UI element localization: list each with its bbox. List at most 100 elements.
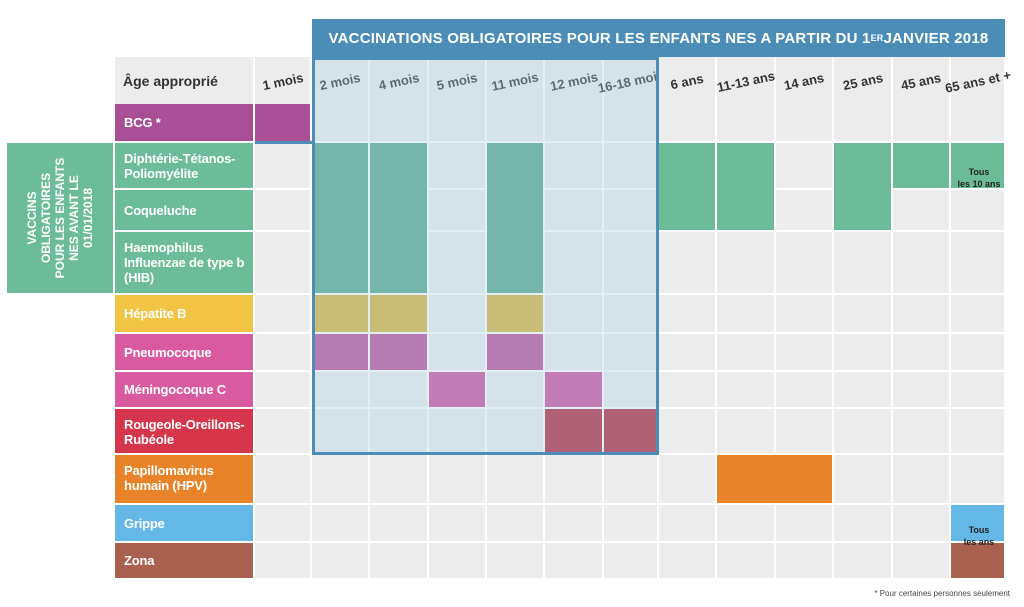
age-header: Âge approprié — [115, 57, 253, 104]
side-label-line: NES AVANT LE — [67, 175, 81, 261]
vaccine-label-text: Coqueluche — [124, 202, 197, 218]
grid-cell — [429, 232, 485, 293]
grid-cell — [834, 455, 891, 503]
vaccine-label: Rougeole-Oreillons- Rubéole — [115, 409, 253, 453]
grid-cell — [659, 334, 715, 370]
side-label-line: 01/01/2018 — [81, 187, 95, 249]
vaccine-label-text: Pneumocoque — [124, 344, 212, 360]
dtp-dose — [659, 143, 715, 230]
grid-cell — [429, 543, 485, 578]
vaccine-label: Haemophilus Influenzae de type b (HIB) — [115, 232, 253, 293]
age-header-cell — [255, 57, 310, 104]
grid-cell — [312, 409, 368, 453]
grid-cell — [604, 143, 657, 188]
grid-cell — [951, 409, 1004, 453]
grid-cell — [951, 104, 1004, 141]
grid-cell — [951, 295, 1004, 332]
grid-cell — [893, 232, 949, 293]
note-dtp-text: Tous les 10 ans — [957, 167, 1001, 189]
dtp-dose — [312, 143, 368, 293]
grid-cell — [659, 104, 715, 141]
note-grippe-every-year: Tous les ans — [953, 512, 1005, 548]
age-header-label: Âge approprié — [123, 72, 218, 89]
side-label-box: VACCINS OBLIGATOIRES POUR LES ENFANTS NE… — [7, 143, 113, 293]
grid-cell — [659, 409, 715, 453]
grid-cell — [604, 455, 657, 503]
grid-cell — [255, 409, 310, 453]
vaccine-label: Coqueluche — [115, 190, 253, 230]
grid-cell — [545, 104, 602, 141]
vaccine-label-text: Méningocoque C — [124, 382, 226, 397]
grid-cell — [487, 409, 543, 453]
banner-title-end: JANVIER 2018 — [883, 29, 989, 47]
grid-cell — [659, 295, 715, 332]
grid-cell — [255, 455, 310, 503]
grid-cell — [604, 190, 657, 230]
vaccine-label: Pneumocoque — [115, 334, 253, 370]
grid-cell — [487, 505, 543, 541]
side-label-line: POUR LES ENFANTS — [53, 157, 67, 279]
dtp-dose — [717, 143, 774, 230]
grid-cell — [545, 505, 602, 541]
grid-cell — [659, 232, 715, 293]
footnote: * Pour certaines personnes seulement — [874, 589, 1010, 598]
vaccine-label-text: Rougeole-Oreillons- Rubéole — [124, 417, 245, 447]
grid-cell — [487, 104, 543, 141]
grid-cell — [370, 409, 427, 453]
grid-cell — [429, 455, 485, 503]
grid-cell — [487, 455, 543, 503]
grid-cell — [604, 372, 657, 407]
grid-cell — [776, 505, 832, 541]
dtp-dose — [370, 143, 427, 293]
grid-cell — [429, 190, 485, 230]
grid-cell — [312, 372, 368, 407]
grid-cell — [604, 104, 657, 141]
banner-title-sup: ER — [870, 33, 884, 43]
grid-cell — [717, 372, 774, 407]
vaccine-label-text: Zona — [124, 553, 155, 568]
grid-cell — [951, 190, 1004, 230]
grid-cell — [834, 232, 891, 293]
grid-cell — [545, 232, 602, 293]
overlay-top-border — [255, 141, 312, 144]
age-header-cell — [370, 57, 427, 104]
grid-cell — [776, 232, 832, 293]
grid-cell — [717, 543, 774, 578]
grid-cell — [255, 543, 310, 578]
grippe-dose — [951, 505, 1004, 541]
grid-cell — [893, 455, 949, 503]
dtp-dose — [951, 143, 1004, 188]
grid-cell — [776, 543, 832, 578]
grid-cell — [951, 232, 1004, 293]
grid-cell — [834, 372, 891, 407]
vaccine-label: BCG * — [115, 104, 253, 141]
vaccine-label-text: Grippe — [124, 515, 165, 531]
grid-cell — [255, 295, 310, 332]
grid-cell — [429, 295, 485, 332]
grid-cell — [487, 543, 543, 578]
grid-cell — [834, 334, 891, 370]
grid-cell — [893, 543, 949, 578]
hpv-dose — [717, 455, 832, 503]
grid-cell — [717, 295, 774, 332]
grid-cell — [893, 505, 949, 541]
grid-cell — [717, 505, 774, 541]
grid-cell — [604, 334, 657, 370]
pneumo-dose — [487, 334, 543, 370]
age-header-cell — [429, 57, 485, 104]
grid-cell — [429, 143, 485, 188]
age-header-cell — [545, 57, 602, 104]
grid-cell — [776, 334, 832, 370]
side-label-line: OBLIGATOIRES — [39, 172, 53, 264]
grid-cell — [255, 190, 310, 230]
vaccine-label: Grippe — [115, 505, 253, 541]
grid-cell — [604, 232, 657, 293]
grid-cell — [834, 543, 891, 578]
age-header-cell — [659, 57, 715, 104]
age-header-cell — [893, 57, 949, 104]
vaccine-label: Hépatite B — [115, 295, 253, 332]
vaccine-label: Diphtérie-Tétanos- Poliomyélite — [115, 143, 253, 188]
grid-cell — [370, 455, 427, 503]
grid-cell — [659, 543, 715, 578]
zona-dose — [951, 543, 1004, 578]
